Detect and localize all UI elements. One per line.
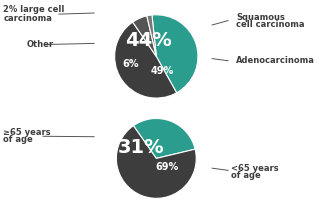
Text: cell carcinoma: cell carcinoma bbox=[236, 20, 305, 30]
Text: of age: of age bbox=[231, 171, 261, 180]
Wedge shape bbox=[152, 15, 198, 93]
Text: 49%: 49% bbox=[151, 66, 174, 76]
Wedge shape bbox=[116, 126, 196, 198]
Text: 69%: 69% bbox=[156, 162, 179, 172]
Wedge shape bbox=[133, 118, 195, 158]
Text: carcinoma: carcinoma bbox=[3, 14, 52, 23]
Text: <65 years: <65 years bbox=[231, 164, 279, 173]
Text: 31%: 31% bbox=[118, 138, 165, 157]
Text: 6%: 6% bbox=[122, 59, 139, 69]
Text: 2% large cell: 2% large cell bbox=[3, 5, 64, 14]
Text: of age: of age bbox=[3, 135, 33, 145]
Text: Squamous: Squamous bbox=[236, 13, 285, 22]
Text: Adenocarcinoma: Adenocarcinoma bbox=[236, 56, 315, 65]
Wedge shape bbox=[115, 22, 177, 98]
Text: Other: Other bbox=[27, 40, 54, 49]
Text: 44%: 44% bbox=[125, 31, 172, 50]
Wedge shape bbox=[147, 15, 156, 56]
Text: ≥65 years: ≥65 years bbox=[3, 128, 51, 137]
Wedge shape bbox=[133, 16, 156, 56]
